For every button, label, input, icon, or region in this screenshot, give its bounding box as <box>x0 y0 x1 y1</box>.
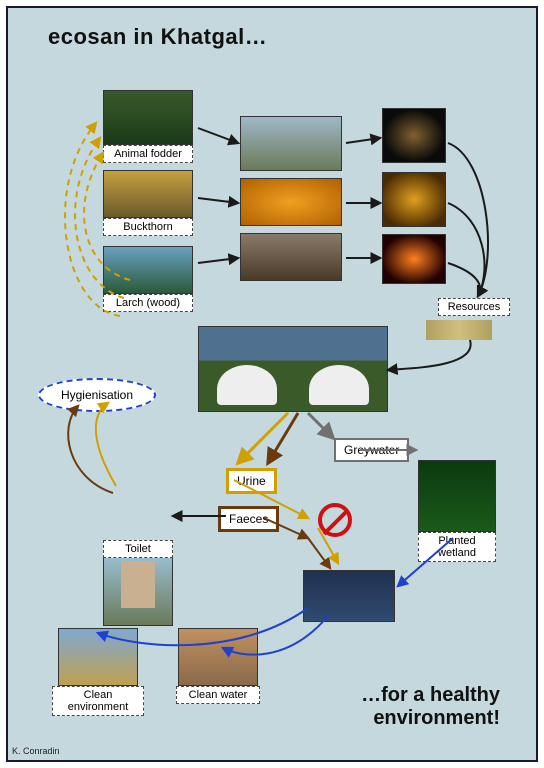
credit-text: K. Conradin <box>12 746 60 756</box>
label-larch: Larch (wood) <box>103 294 193 312</box>
label-toilet: Toilet <box>103 540 173 558</box>
photo-buckthorn <box>103 170 193 218</box>
footer-slogan: …for a healthy environment! <box>361 684 500 730</box>
photo-toilet <box>103 546 173 626</box>
no-entry-icon <box>318 503 352 537</box>
label-clean-env: Clean environment <box>52 686 144 716</box>
page-title: ecosan in Khatgal… <box>48 24 267 50</box>
node-greywater: Greywater <box>334 438 409 462</box>
label-hygienisation: Hygienisation <box>61 388 133 402</box>
node-faeces: Faeces <box>218 506 279 532</box>
photo-animal-fodder <box>103 90 193 145</box>
photo-larch <box>103 246 193 294</box>
label-buckthorn: Buckthorn <box>103 218 193 236</box>
photo-wetland <box>418 460 496 532</box>
photo-clean-water <box>178 628 258 686</box>
node-urine: Urine <box>226 468 277 494</box>
photo-lamp <box>382 108 446 163</box>
photo-fire <box>382 234 446 284</box>
photo-clean-env <box>58 628 138 686</box>
label-wetland: Planted wetland <box>418 532 496 562</box>
diagram-frame: ecosan in Khatgal… Animal fodder Bucktho… <box>6 6 538 762</box>
photo-yak <box>240 116 342 171</box>
photo-jar <box>382 172 446 227</box>
photo-berries <box>240 178 342 226</box>
label-clean-water: Clean water <box>176 686 260 704</box>
photo-ger-camp <box>198 326 388 412</box>
photo-money <box>426 320 492 340</box>
photo-logs <box>240 233 342 281</box>
photo-lake <box>303 570 395 622</box>
label-resources: Resources <box>438 298 510 316</box>
node-hygienisation: Hygienisation <box>38 378 156 412</box>
label-animal-fodder: Animal fodder <box>103 145 193 163</box>
